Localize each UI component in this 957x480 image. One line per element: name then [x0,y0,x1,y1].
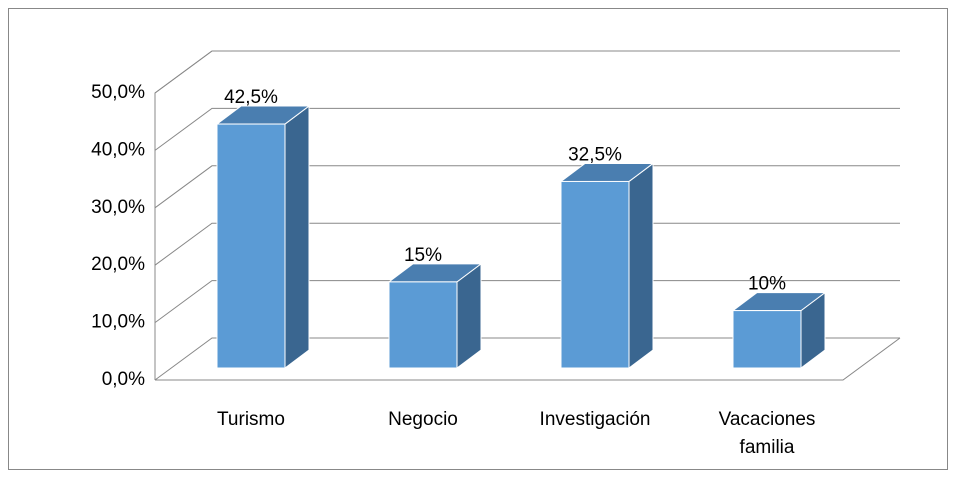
floor [155,337,901,381]
y-tick-label: 50,0% [91,82,145,103]
bar [732,310,802,369]
y-tick-label: 40,0% [91,139,145,160]
bar-side [284,105,310,369]
y-tick-label: 0,0% [102,369,145,390]
bar [388,281,458,369]
y-tick-label: 10,0% [91,312,145,333]
bar [216,123,286,369]
x-tick-label: Vacaciones familia [718,409,816,458]
bar-side [628,162,654,369]
chart-frame [8,8,948,470]
value-label: 32,5% [568,144,622,165]
grid-line [154,107,900,151]
y-tick-label: 20,0% [91,254,145,275]
value-label: 10% [748,274,786,295]
grid-line [154,222,900,266]
y-tick-label: 30,0% [91,197,145,218]
bar [560,180,630,369]
grid-line [154,50,900,94]
grid-line [154,280,900,324]
value-label: 15% [404,245,442,266]
grid-line [154,337,900,381]
x-tick-label: Turismo [217,409,285,430]
x-tick-label: Investigación [539,409,651,430]
value-label: 42,5% [224,87,278,108]
grid-line [154,165,900,209]
x-tick-label: Negocio [388,409,458,430]
